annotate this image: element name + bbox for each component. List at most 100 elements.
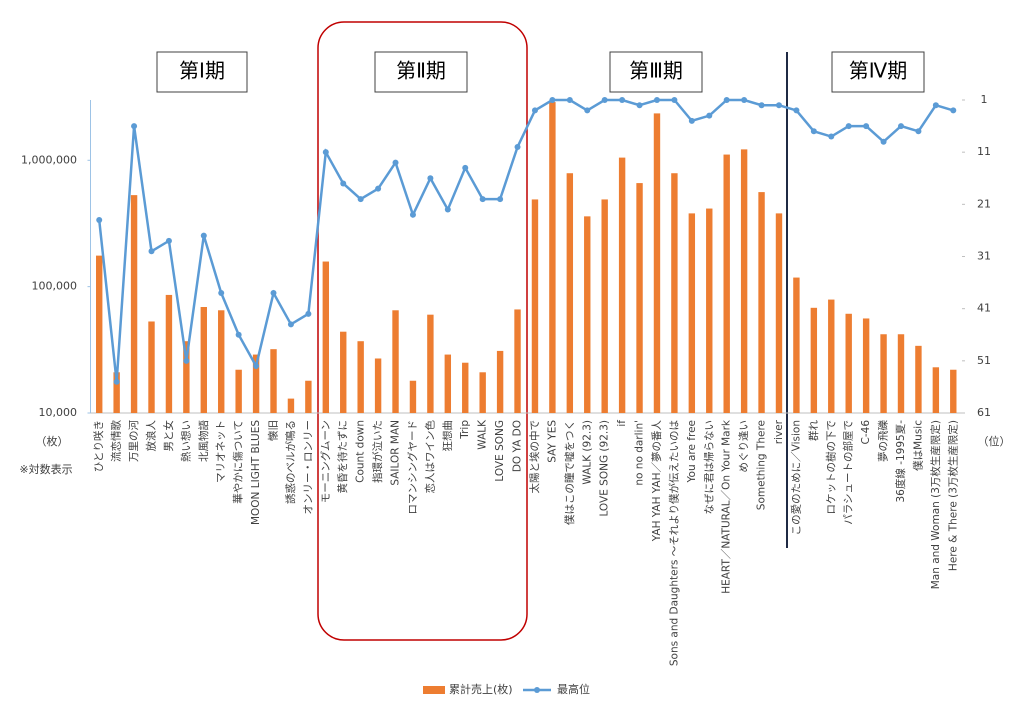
period-label: 第Ⅳ期 bbox=[849, 59, 907, 83]
y-tick-label: 100,000 bbox=[32, 280, 78, 293]
line-marker bbox=[357, 196, 364, 203]
line-marker bbox=[601, 97, 608, 103]
bar bbox=[305, 380, 312, 413]
line-marker bbox=[270, 290, 277, 297]
x-tick-label: C-46 bbox=[860, 420, 872, 445]
line-marker bbox=[828, 133, 835, 140]
bar bbox=[514, 309, 521, 413]
bar bbox=[96, 255, 103, 413]
line bbox=[97, 98, 954, 382]
period-highlight bbox=[317, 21, 528, 641]
line-marker bbox=[897, 123, 904, 130]
bar bbox=[374, 358, 382, 413]
line-marker bbox=[706, 112, 713, 119]
x-tick-label: 黄昏を待たずに bbox=[336, 420, 349, 494]
legend-swatch bbox=[423, 686, 445, 694]
bar bbox=[392, 310, 399, 413]
x-tick-label: 僕はこの瞳で嘘をつく bbox=[563, 420, 576, 525]
bar bbox=[740, 149, 748, 413]
period-box bbox=[156, 51, 248, 93]
x-tick-label: no no darlin' bbox=[634, 420, 646, 486]
bar bbox=[235, 369, 242, 413]
bar bbox=[322, 261, 330, 413]
bar bbox=[479, 372, 486, 413]
line-marker bbox=[584, 107, 591, 114]
bar bbox=[862, 318, 870, 413]
line-marker bbox=[653, 97, 660, 103]
x-tick-label: Something There bbox=[756, 420, 768, 510]
line-marker bbox=[915, 128, 922, 135]
legend-label: 累計売上(枚) bbox=[449, 682, 513, 696]
x-tick-label: WALK bbox=[477, 419, 489, 450]
bar bbox=[775, 213, 783, 413]
bar bbox=[723, 154, 730, 413]
line-marker bbox=[863, 123, 870, 130]
y-axis-unit: （枚） bbox=[36, 434, 69, 448]
line-marker bbox=[113, 378, 120, 385]
line-marker bbox=[131, 123, 138, 130]
x-tick-label: Count down bbox=[355, 420, 367, 483]
bar bbox=[165, 294, 173, 413]
x-tick-label: 華やかに傷ついて bbox=[232, 420, 245, 504]
x-tick-label: 男と女 bbox=[162, 420, 175, 452]
bar bbox=[618, 157, 626, 413]
bar bbox=[880, 334, 887, 413]
bar bbox=[340, 331, 347, 413]
bar bbox=[252, 354, 260, 413]
bar bbox=[897, 334, 905, 413]
line-marker bbox=[148, 248, 155, 255]
period-box bbox=[609, 51, 703, 93]
line-marker bbox=[671, 97, 678, 103]
x-tick-label: SAILOR MAN bbox=[390, 420, 402, 486]
line-marker bbox=[775, 102, 782, 109]
period-label: 第Ⅰ期 bbox=[179, 59, 225, 83]
bar bbox=[462, 362, 469, 413]
line-marker bbox=[218, 290, 225, 297]
x-tick-label: 万里の河 bbox=[128, 420, 140, 462]
x-tick-label: MOON LIGHT BLUES bbox=[250, 420, 262, 525]
line-marker bbox=[758, 102, 765, 109]
line-marker bbox=[793, 107, 800, 114]
y2-tick-label: 21 bbox=[977, 197, 991, 210]
x-tick-label: LOVE SONG (92.3) bbox=[599, 420, 611, 517]
x-tick-label: なぜに君は帰らない bbox=[702, 420, 715, 515]
line-marker bbox=[235, 331, 242, 338]
log-note: ※対数表示 bbox=[19, 462, 72, 476]
x-tick-label: 指環が泣いた bbox=[371, 420, 384, 483]
bar bbox=[671, 173, 678, 413]
x-tick-label: Trip bbox=[459, 420, 471, 440]
bar bbox=[409, 380, 417, 413]
y2-tick-label: 1 bbox=[981, 93, 988, 106]
bar bbox=[915, 345, 922, 413]
line-marker bbox=[253, 363, 260, 370]
y2-tick-label: 11 bbox=[977, 145, 991, 158]
x-tick-label: Here & There (3万枚生産限定) bbox=[946, 420, 959, 571]
x-tick-label: オンリー・ロンリー bbox=[302, 420, 314, 515]
x-tick-label: 狂想曲 bbox=[441, 420, 454, 452]
y-tick-label: 10,000 bbox=[39, 406, 78, 419]
y2-axis-unit: （位） bbox=[978, 434, 1011, 448]
line-marker bbox=[932, 102, 939, 109]
bar bbox=[636, 183, 643, 413]
line-marker bbox=[619, 97, 626, 103]
x-tick-label: 夢の飛礫 bbox=[877, 420, 890, 462]
period-box bbox=[831, 51, 925, 93]
y2-tick-label: 61 bbox=[977, 406, 991, 419]
line-marker bbox=[723, 97, 730, 103]
bar bbox=[932, 367, 940, 413]
bar bbox=[653, 113, 661, 414]
x-tick-label: 36度線 -1995夏- bbox=[894, 420, 907, 503]
line-marker bbox=[636, 102, 643, 109]
x-tick-label: SAY YES bbox=[546, 420, 558, 463]
bar bbox=[793, 277, 800, 413]
x-tick-label: ひとり咲き bbox=[92, 420, 105, 472]
legend-swatch bbox=[534, 687, 540, 693]
bar bbox=[200, 307, 207, 413]
x-tick-label: HEART／NATURAL／On Your Mark bbox=[721, 419, 733, 594]
line-marker bbox=[845, 123, 852, 130]
x-tick-label: モーニングムーン bbox=[319, 420, 332, 503]
x-tick-label: パラシュートの部屋で bbox=[842, 420, 855, 525]
line-marker bbox=[287, 321, 294, 328]
x-tick-label: Sons and Daughters ～それより僕が伝えたいのは bbox=[667, 420, 680, 666]
